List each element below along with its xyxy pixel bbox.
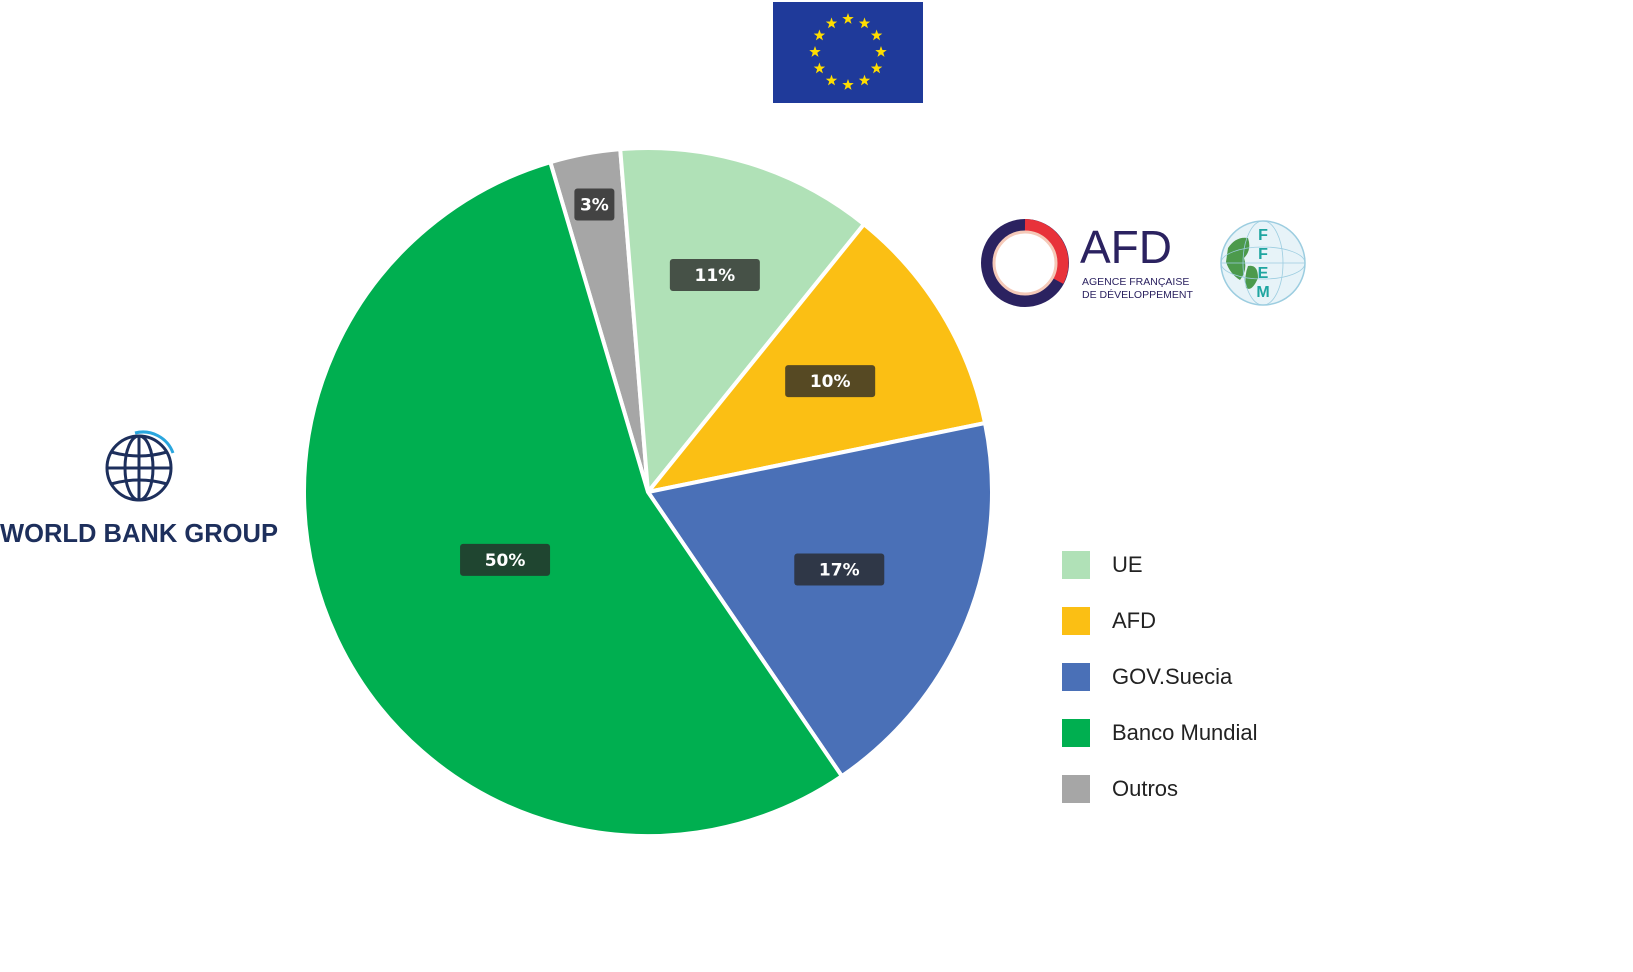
eu-flag-logo: [773, 2, 923, 103]
star-icon: [825, 74, 838, 86]
legend-swatch: [1062, 607, 1090, 635]
pie-slice-gov-suecia: [646, 421, 994, 779]
afd-subtitle-2: DE DÉVELOPPEMENT: [1082, 288, 1193, 301]
data-label-banco-mundial: 50%: [460, 543, 551, 576]
data-label-text: 17%: [819, 561, 860, 581]
afd-subtitle-1: AGENCE FRANÇAISE: [1082, 276, 1189, 288]
star-icon: [858, 17, 871, 29]
data-label-outros: 3%: [574, 188, 615, 221]
legend-swatch: [1062, 551, 1090, 579]
chart-legend: UE AFD GOV.Suecia Banco Mundial Outros: [1062, 537, 1258, 817]
star-icon: [842, 13, 854, 24]
ffem-letter-4: M: [1256, 284, 1269, 301]
data-label-background: [669, 259, 760, 292]
data-label-background: [794, 553, 885, 586]
pie-slice-ue: [618, 146, 866, 494]
globe-icon: WORLD BANK GROUP: [0, 430, 278, 548]
data-label-ue: 11%: [669, 259, 760, 292]
star-icon: [842, 79, 854, 90]
data-label-text: 50%: [485, 551, 526, 571]
pie-data-labels: 3% 11% 10% 17% 50%: [460, 188, 885, 586]
data-label-background: [460, 543, 551, 576]
data-label-background: [785, 365, 876, 398]
legend-label: Banco Mundial: [1112, 720, 1258, 745]
data-label-gov-suecia: 17%: [794, 553, 885, 586]
ffem-letter-2: F: [1258, 246, 1268, 263]
star-icon: [870, 62, 883, 74]
star-icon: [875, 46, 887, 57]
data-label-text: 3%: [580, 196, 609, 216]
legend-label: GOV.Suecia: [1112, 664, 1233, 689]
star-icon: [825, 17, 838, 29]
pie-slices: [302, 146, 994, 838]
star-icon: [813, 29, 826, 41]
legend-label: Outros: [1112, 776, 1179, 801]
legend-swatch: [1062, 663, 1090, 691]
afd-text: AFD: [1080, 221, 1172, 273]
data-label-text: 10%: [810, 372, 851, 392]
legend-item-ue: UE: [1062, 537, 1258, 593]
afd-logo: AFD AGENCE FRANÇAISE DE DÉVELOPPEMENT: [980, 215, 1210, 310]
data-label-afd: 10%: [785, 365, 876, 398]
ffem-letter-1: F: [1258, 227, 1268, 244]
legend-item-gov-suecia: GOV.Suecia: [1062, 649, 1258, 705]
pie-slice-afd: [646, 222, 988, 494]
star-icon: [813, 62, 826, 74]
legend-item-afd: AFD: [1062, 593, 1258, 649]
legend-swatch: [1062, 719, 1090, 747]
legend-item-outros: Outros: [1062, 761, 1258, 817]
legend-item-banco-mundial: Banco Mundial: [1062, 705, 1258, 761]
data-label-background: [574, 188, 615, 221]
world-bank-logo: WORLD BANK GROUP: [0, 430, 280, 550]
ffem-letter-3: E: [1258, 265, 1269, 282]
world-bank-text: WORLD BANK GROUP: [0, 518, 278, 548]
star-icon: [809, 46, 821, 57]
data-label-text: 11%: [695, 266, 736, 286]
star-icon: [858, 74, 871, 86]
legend-swatch: [1062, 775, 1090, 803]
legend-label: AFD: [1112, 608, 1156, 633]
ffem-logo: F F E M: [1218, 218, 1308, 308]
pie-slice-banco-mundial: [302, 160, 844, 838]
legend-label: UE: [1112, 552, 1143, 577]
star-icon: [870, 29, 883, 41]
